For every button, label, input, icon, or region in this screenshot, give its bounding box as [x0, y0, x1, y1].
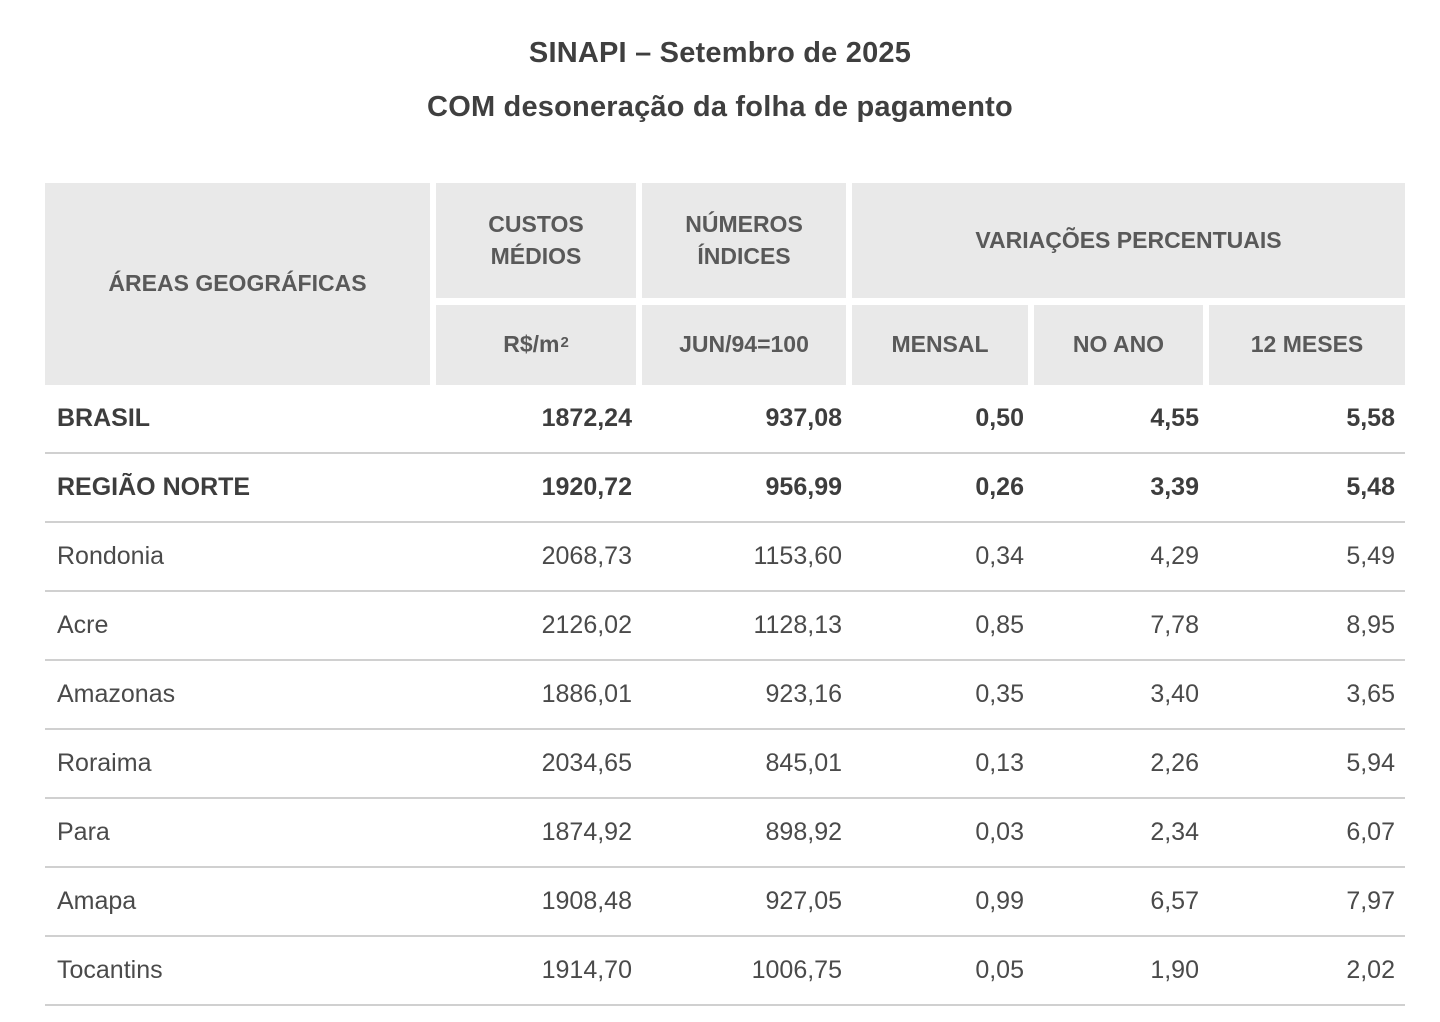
cell-custo-medio: 1908,48	[541, 887, 632, 915]
cell-custo-medio: 2034,65	[541, 749, 632, 777]
cell-no-ano: 2,26	[1150, 749, 1199, 777]
cell-custo-medio: 1874,92	[541, 818, 632, 846]
cell-no-ano: 6,57	[1150, 887, 1199, 915]
table-row-rondonia: Rondonia 2068,73 1153,60 0,34 4,29 5,49	[45, 523, 1405, 592]
cell-area-name: Acre	[57, 611, 109, 639]
cell-numero-indice: 1006,75	[751, 956, 842, 984]
cell-mensal: 0,34	[975, 542, 1024, 570]
cell-no-ano: 1,90	[1150, 956, 1199, 984]
cell-no-ano: 2,34	[1150, 818, 1199, 846]
cell-custo-medio: 1914,70	[541, 956, 632, 984]
title-block: SINAPI – Setembro de 2025 COM desoneraçã…	[0, 0, 1440, 134]
page-title-line2: COM desoneração da folha de pagamento	[427, 91, 1013, 123]
table-row-acre: Acre 2126,02 1128,13 0,85 7,78 8,95	[45, 592, 1405, 661]
cell-area-name: Para	[57, 818, 110, 846]
cell-12-meses: 5,58	[1346, 404, 1395, 432]
cell-mensal: 0,13	[975, 749, 1024, 777]
table-row-para: Para 1874,92 898,92 0,03 2,34 6,07	[45, 799, 1405, 868]
cell-12-meses: 5,49	[1346, 542, 1395, 570]
cell-mensal: 0,50	[975, 404, 1024, 432]
cell-mensal: 0,35	[975, 680, 1024, 708]
cell-no-ano: 3,39	[1150, 473, 1199, 501]
cell-numero-indice: 937,08	[765, 404, 842, 432]
cell-area-name: Rondonia	[57, 542, 165, 570]
cell-custo-medio: 2068,73	[541, 542, 632, 570]
header-numeros-indices: NÚMEROS ÍNDICES	[642, 183, 846, 298]
cell-12-meses: 5,94	[1346, 749, 1395, 777]
cell-12-meses: 6,07	[1346, 818, 1395, 846]
cell-mensal: 0,85	[975, 611, 1024, 639]
cell-mensal: 0,05	[975, 956, 1024, 984]
header-areas-geograficas: ÁREAS GEOGRÁFICAS	[45, 183, 430, 385]
cell-mensal: 0,99	[975, 887, 1024, 915]
unit-base: R$/m	[503, 331, 560, 358]
cell-area-name: BRASIL	[57, 404, 151, 432]
table-row-regiao-norte: REGIÃO NORTE 1920,72 956,99 0,26 3,39 5,…	[45, 454, 1405, 523]
cell-custo-medio: 1920,72	[541, 473, 632, 501]
cell-numero-indice: 898,92	[765, 818, 842, 846]
cell-no-ano: 7,78	[1150, 611, 1199, 639]
cell-12-meses: 8,95	[1346, 611, 1395, 639]
cell-12-meses: 5,48	[1346, 473, 1395, 501]
cell-mensal: 0,26	[975, 473, 1024, 501]
table-row-roraima: Roraima 2034,65 845,01 0,13 2,26 5,94	[45, 730, 1405, 799]
header-no-ano: NO ANO	[1034, 305, 1203, 385]
header-variacoes-percentuais: VARIAÇÕES PERCENTUAIS	[852, 183, 1405, 298]
header-mensal: MENSAL	[852, 305, 1028, 385]
cell-12-meses: 7,97	[1346, 887, 1395, 915]
cell-no-ano: 4,55	[1150, 404, 1199, 432]
header-unit-reais-por-m2: R$/m 2	[436, 305, 636, 385]
cell-no-ano: 3,40	[1150, 680, 1199, 708]
header-12-meses: 12 MESES	[1209, 305, 1405, 385]
cell-custo-medio: 1872,24	[541, 404, 632, 432]
table-body: BRASIL 1872,24 937,08 0,50 4,55 5,58 REG…	[45, 385, 1405, 1006]
cell-area-name: Amazonas	[57, 680, 176, 708]
table-row-amapa: Amapa 1908,48 927,05 0,99 6,57 7,97	[45, 868, 1405, 937]
header-unit-jun94: JUN/94=100	[642, 305, 846, 385]
cell-numero-indice: 1128,13	[753, 611, 842, 639]
table-header: ÁREAS GEOGRÁFICAS CUSTOS MÉDIOS NÚMEROS …	[45, 183, 1405, 385]
cell-numero-indice: 956,99	[765, 473, 842, 501]
table-row-tocantins: Tocantins 1914,70 1006,75 0,05 1,90 2,02	[45, 937, 1405, 1006]
cell-numero-indice: 845,01	[765, 749, 842, 777]
page-title-line1: SINAPI – Setembro de 2025	[528, 37, 912, 69]
cell-area-name: Roraima	[57, 749, 152, 777]
cell-no-ano: 4,29	[1150, 542, 1199, 570]
cell-numero-indice: 1153,60	[753, 542, 842, 570]
cell-mensal: 0,03	[975, 818, 1024, 846]
header-custos-medios: CUSTOS MÉDIOS	[436, 183, 636, 298]
cell-12-meses: 2,02	[1346, 956, 1395, 984]
sinapi-table: ÁREAS GEOGRÁFICAS CUSTOS MÉDIOS NÚMEROS …	[45, 183, 1405, 1006]
cell-area-name: Tocantins	[57, 956, 163, 984]
cell-12-meses: 3,65	[1346, 680, 1395, 708]
cell-area-name: REGIÃO NORTE	[57, 473, 251, 501]
cell-custo-medio: 2126,02	[541, 611, 632, 639]
cell-area-name: Amapa	[57, 887, 137, 915]
table-row-brasil: BRASIL 1872,24 937,08 0,50 4,55 5,58	[45, 385, 1405, 454]
cell-numero-indice: 927,05	[765, 887, 842, 915]
cell-numero-indice: 923,16	[765, 680, 842, 708]
table-row-amazonas: Amazonas 1886,01 923,16 0,35 3,40 3,65	[45, 661, 1405, 730]
cell-custo-medio: 1886,01	[541, 680, 632, 708]
